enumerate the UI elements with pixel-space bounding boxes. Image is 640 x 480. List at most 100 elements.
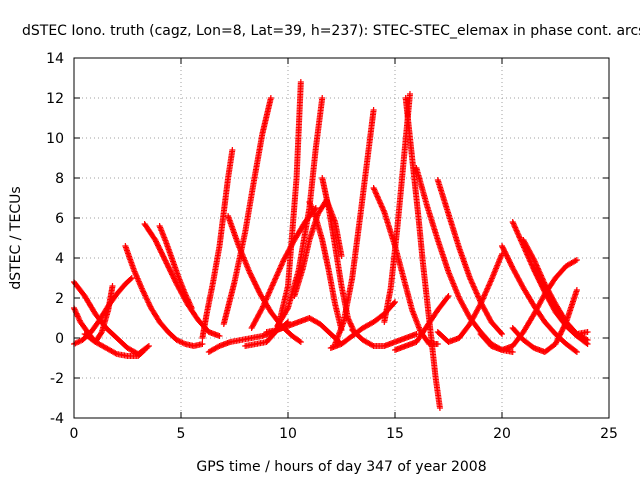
data-point-trail <box>216 210 227 248</box>
data-point <box>109 283 116 289</box>
data-point-trail <box>521 286 537 308</box>
data-point-trail <box>318 322 333 336</box>
data-point <box>199 341 206 347</box>
data-point <box>145 343 152 349</box>
data-point-trail <box>489 320 505 336</box>
data-point-trail <box>521 244 537 272</box>
x-axis-label: GPS time / hours of day 347 of year 2008 <box>196 459 486 475</box>
y-tick-label: 6 <box>55 211 64 227</box>
data-point-trail <box>542 320 558 336</box>
data-point-trail <box>300 238 313 270</box>
data-point <box>392 299 398 305</box>
data-point-trail <box>510 326 526 342</box>
data-point <box>370 107 377 113</box>
series-28 <box>434 251 505 345</box>
series-11 <box>220 95 274 327</box>
data-point-trail <box>176 276 188 296</box>
series-17 <box>306 199 345 333</box>
data-point-trail <box>488 252 505 282</box>
data-point-trail <box>319 176 332 210</box>
data-point-trail <box>148 306 162 324</box>
data-point <box>267 95 274 101</box>
data-point-trail <box>456 246 473 280</box>
data-point-trail <box>499 244 516 270</box>
data-point <box>229 147 236 153</box>
data-marks <box>71 79 591 411</box>
data-point-trail <box>93 339 108 351</box>
data-point-trail <box>72 337 85 347</box>
x-tick-label: 0 <box>70 426 79 442</box>
data-point-trail <box>332 244 345 288</box>
data-point <box>163 259 170 265</box>
data-point-trail <box>157 320 171 334</box>
data-point-trail <box>478 332 494 348</box>
data-point <box>509 349 516 355</box>
data-point-trail <box>467 302 483 326</box>
data-point-trail <box>104 345 119 357</box>
data-point-trail <box>220 176 231 214</box>
x-tick-label: 10 <box>279 426 297 442</box>
data-point <box>573 257 580 263</box>
data-point-trail <box>407 136 418 180</box>
data-point <box>573 349 580 355</box>
data-point-trail <box>564 257 579 269</box>
data-point-trail <box>414 324 430 344</box>
x-tick-label: 25 <box>600 426 618 442</box>
y-axis-label: dSTEC / TECUs <box>8 186 24 289</box>
data-point-trail <box>291 266 306 298</box>
data-point-trail <box>225 148 236 180</box>
data-point-trail <box>531 266 548 292</box>
data-point-trail <box>400 276 415 312</box>
data-point <box>552 341 559 347</box>
data-point-trail <box>131 268 145 292</box>
data-point-trail <box>275 306 291 328</box>
data-point <box>297 79 304 85</box>
series-1 <box>71 279 152 357</box>
data-point-trail <box>166 330 179 342</box>
data-point-trail <box>88 318 102 334</box>
data-point-trail <box>563 288 580 324</box>
series-7 <box>156 223 195 311</box>
data-point-trail <box>435 178 452 216</box>
data-point-trail <box>340 276 355 324</box>
y-tick-label: 14 <box>46 51 64 67</box>
data-point-trail <box>564 323 579 337</box>
data-point-trail <box>270 258 287 286</box>
data-point-trail <box>435 294 451 312</box>
data-point <box>216 333 223 339</box>
series-26 <box>413 165 516 355</box>
data-point-trail <box>361 337 376 349</box>
series-23 <box>381 91 413 325</box>
data-point-trail <box>123 276 134 286</box>
data-point-trail <box>521 312 537 334</box>
data-point-trail <box>221 280 238 326</box>
data-point <box>436 405 443 411</box>
data-point-trail <box>361 319 376 331</box>
data-point-trail <box>293 80 304 180</box>
data-point-trail <box>114 336 130 350</box>
data-point-trail <box>409 308 424 334</box>
data-point-trail <box>424 204 441 242</box>
data-point-trail <box>387 228 400 290</box>
data-point <box>584 337 591 343</box>
data-point-trail <box>564 341 579 355</box>
data-point-trail <box>307 315 322 327</box>
data-point <box>499 243 505 249</box>
data-point <box>499 331 505 337</box>
data-point-trail <box>371 311 387 325</box>
data-point-trail <box>306 200 319 220</box>
data-point-trail <box>435 238 452 274</box>
series-30 <box>499 243 580 355</box>
data-point-trail <box>152 238 169 264</box>
data-point-trail <box>281 238 297 262</box>
data-point-trail <box>366 108 377 146</box>
data-point-trail <box>339 333 355 347</box>
series-15 <box>274 95 326 329</box>
data-point-trail <box>432 376 443 410</box>
data-point-trail <box>424 308 440 328</box>
data-point-trail <box>249 306 265 330</box>
data-point-trail <box>136 348 147 358</box>
y-tick-label: 0 <box>55 331 64 347</box>
data-point-trail <box>521 337 536 351</box>
data-point-trail <box>521 238 537 262</box>
